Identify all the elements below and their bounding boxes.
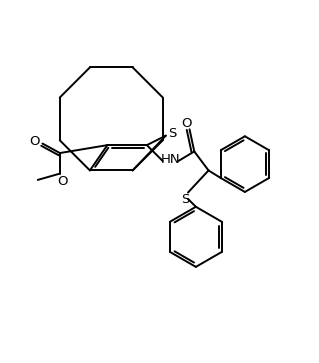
Text: O: O <box>29 135 40 148</box>
Text: HN: HN <box>161 154 180 167</box>
Text: O: O <box>181 117 192 130</box>
Text: O: O <box>57 175 68 188</box>
Text: S: S <box>181 193 189 206</box>
Text: S: S <box>169 127 177 140</box>
